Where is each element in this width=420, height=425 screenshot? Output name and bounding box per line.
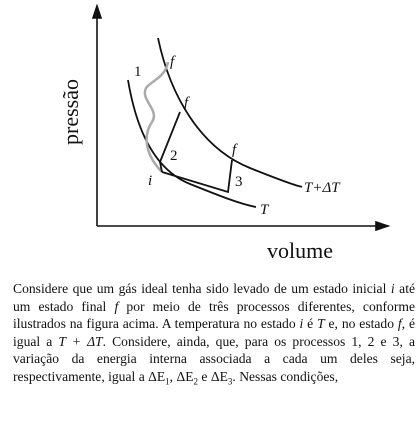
process-3 bbox=[161, 159, 233, 194]
label: 2 bbox=[170, 148, 178, 164]
figure: pressão volume 1 2 3 f f f i T+ΔT T bbox=[58, 3, 391, 263]
arrow bbox=[375, 220, 391, 232]
text: . Considere, ainda, que, para os process… bbox=[13, 333, 416, 384]
text: e ΔE bbox=[198, 368, 228, 384]
text: e, no estado bbox=[324, 316, 398, 331]
text: 2 bbox=[193, 376, 199, 387]
label: f bbox=[232, 142, 238, 158]
text: , ΔE bbox=[169, 368, 194, 384]
text: 3 bbox=[227, 376, 233, 387]
arrow bbox=[91, 3, 103, 19]
text: até um estado final bbox=[13, 281, 415, 314]
text: T bbox=[317, 316, 325, 331]
text: por meio de três processos diferentes, c… bbox=[13, 298, 415, 332]
label: T bbox=[260, 202, 270, 218]
axes bbox=[91, 3, 391, 232]
text: . Nessas condições, bbox=[232, 368, 339, 384]
text: 1 bbox=[165, 376, 170, 387]
process-1 bbox=[143, 61, 170, 173]
y-axis-label: pressão bbox=[58, 79, 83, 145]
text: é bbox=[303, 316, 318, 331]
text: f bbox=[397, 316, 402, 331]
text: i bbox=[390, 281, 395, 296]
label: f bbox=[184, 95, 190, 111]
text: f bbox=[114, 298, 119, 314]
process-2 bbox=[159, 111, 181, 173]
label: 1 bbox=[134, 64, 142, 80]
isotherm-cold bbox=[127, 79, 257, 208]
label: i bbox=[148, 173, 152, 189]
text: Considere que um gás ideal tenha sido le… bbox=[13, 281, 391, 296]
label: 3 bbox=[235, 174, 243, 190]
isotherm-hot bbox=[157, 37, 303, 188]
text: T + ΔT bbox=[58, 333, 103, 349]
text: i bbox=[299, 316, 304, 331]
question-text: Considere que um gás ideal tenha sido le… bbox=[13, 280, 415, 391]
label: f bbox=[170, 54, 176, 70]
text: , é igual a bbox=[13, 316, 415, 349]
label: T+ΔT bbox=[304, 180, 341, 196]
x-axis-label: volume bbox=[267, 238, 333, 263]
